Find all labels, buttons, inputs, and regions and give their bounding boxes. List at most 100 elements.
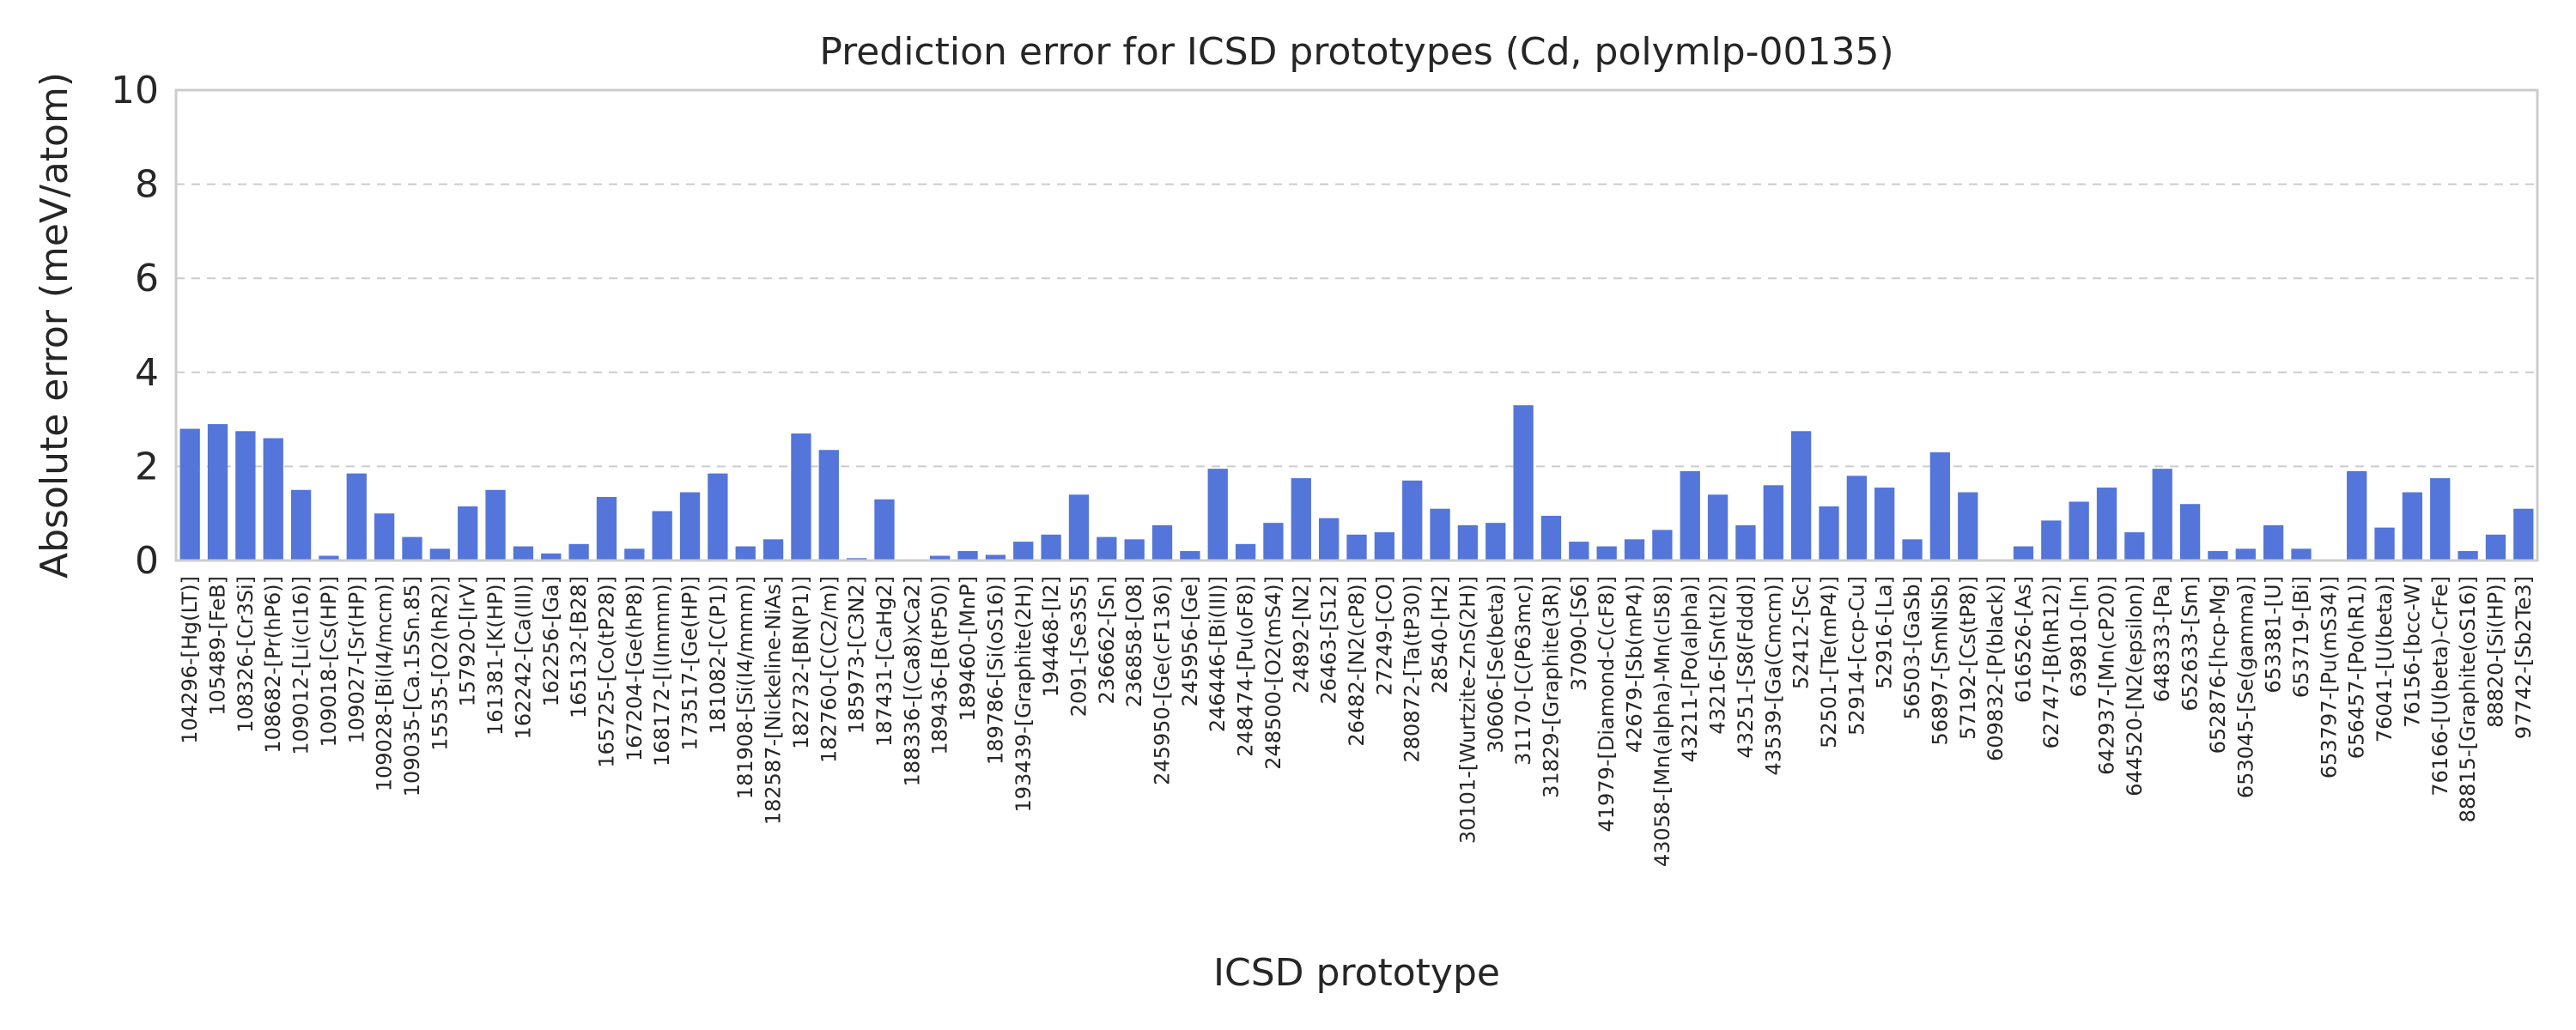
bar xyxy=(2208,551,2228,560)
x-tick-label: 616526-[As] xyxy=(2011,576,2035,703)
bar xyxy=(1124,539,1145,560)
x-tick-label: 162256-[Ga] xyxy=(539,576,563,706)
x-tick-label: 105489-[FeB] xyxy=(206,576,230,716)
bar xyxy=(458,506,478,560)
x-tick-label: 653381-[U] xyxy=(2262,576,2286,694)
y-tick-label: 4 xyxy=(135,351,159,395)
bar xyxy=(2374,527,2395,560)
bar xyxy=(1180,551,1200,560)
bar xyxy=(1846,476,1867,560)
bar xyxy=(1068,494,1090,560)
x-tick-label: 245950-[Ge(cF136)] xyxy=(1151,576,1175,785)
x-tick-label: 43216-[Sn(tI2)] xyxy=(1706,576,1730,735)
bar xyxy=(1041,534,1061,560)
bar xyxy=(874,499,895,560)
x-tick-label: 43211-[Po(alpha)] xyxy=(1678,576,1702,762)
x-tick-label: 157920-[IrV] xyxy=(456,576,480,706)
x-tick-label: 653797-[Pu(mS34)] xyxy=(2317,576,2341,779)
y-tick-label: 2 xyxy=(135,445,159,488)
bar xyxy=(1319,518,1340,560)
bar xyxy=(1374,532,1394,560)
x-tick-label: 236662-[Sn] xyxy=(1095,576,1119,704)
bar xyxy=(708,473,728,560)
bar xyxy=(2430,478,2451,560)
bar xyxy=(374,513,395,560)
bar xyxy=(596,497,617,560)
x-tick-label: 185973-[C3N2] xyxy=(845,576,869,734)
plot-frame xyxy=(174,88,2539,562)
x-tick-label: 181908-[Si(I4/mmm)] xyxy=(733,576,757,799)
bar xyxy=(2179,504,2201,560)
bar xyxy=(2402,492,2423,560)
bar xyxy=(1680,470,1700,560)
x-tick-label: 88820-[Si(HP)] xyxy=(2483,576,2507,728)
bar xyxy=(2513,508,2534,560)
x-tick-label: 167204-[Ge(hP8)] xyxy=(623,576,647,761)
x-tick-label: 31170-[C(P63mc)] xyxy=(1511,576,1535,766)
x-tick-label: 652633-[Sm] xyxy=(2178,576,2202,712)
bar xyxy=(2013,546,2034,560)
bar xyxy=(207,424,228,560)
chart-title: Prediction error for ICSD prototypes (Cd… xyxy=(819,30,1893,74)
x-tick-labels: 104296-[Hg(LT)] 105489-[FeB] 108326-[Cr3Si… xyxy=(178,576,2536,867)
bar xyxy=(652,511,672,560)
x-tick-label: 188336-[(Ca8)xCa2] xyxy=(900,576,924,786)
x-tick-label: 109028-[Bi(I4/mcm)] xyxy=(373,576,397,791)
x-tick-label: 182587-[Nickeline-NiAs] xyxy=(762,576,786,825)
y-tick-label: 6 xyxy=(135,257,159,300)
bar xyxy=(1652,530,1673,560)
x-tick-label: 248500-[O2(mS4)] xyxy=(1261,576,1285,770)
x-tick-label: 639810-[In] xyxy=(2067,576,2091,697)
x-tick-label: 187431-[CaHg2] xyxy=(872,576,896,747)
x-tick-label: 28540-[H2] xyxy=(1428,576,1452,694)
bar xyxy=(1540,515,1562,560)
x-tick-label: 26482-[N2(cP8)] xyxy=(1345,576,1369,747)
bar xyxy=(541,553,562,560)
x-tick-label: 30606-[Se(beta)] xyxy=(1484,576,1508,754)
x-tick-label: 42679-[Sb(mP4)] xyxy=(1623,576,1647,753)
x-tick-label: 109012-[Li(cI16)] xyxy=(289,576,313,755)
bar xyxy=(1707,494,1728,560)
x-tick-label: 280872-[Ta(tP30)] xyxy=(1400,576,1425,763)
x-tick-label: 108326-[Cr3Si] xyxy=(234,576,258,733)
x-tick-label: 168172-[I(Immm)] xyxy=(650,576,674,766)
bar xyxy=(1457,524,1479,560)
x-tick-label: 189436-[B(tP50)] xyxy=(928,576,952,755)
bar xyxy=(429,548,450,560)
x-tick-label: 653045-[Se(gamma)] xyxy=(2233,576,2257,798)
x-tick-label: 653719-[Bi] xyxy=(2289,576,2313,698)
x-tick-label: 97742-[Sb2Te3] xyxy=(2512,576,2536,739)
x-tick-label: 644520-[N2(epsilon)] xyxy=(2123,576,2147,797)
bar xyxy=(263,438,283,560)
x-tick-label: 31829-[Graphite(3R)] xyxy=(1539,576,1563,798)
y-axis-label: Absolute error (meV/atom) xyxy=(33,72,76,579)
x-tick-label: 76041-[U(beta)] xyxy=(2372,576,2397,742)
x-tick-label: 194468-[I2] xyxy=(1039,576,1063,697)
x-tick-label: 62747-[B(hR12)] xyxy=(2039,576,2063,748)
grid-lines xyxy=(176,183,2537,468)
x-tick-label: 43539-[Ga(Cmcm)] xyxy=(1761,576,1785,775)
x-tick-label: 52501-[Te(mP4)] xyxy=(1817,576,1841,748)
bar xyxy=(1513,405,1534,560)
bar xyxy=(1013,542,1034,560)
x-tick-label: 182760-[C(C2/m)] xyxy=(817,576,841,763)
x-tick-label: 52412-[Sc] xyxy=(1789,576,1814,689)
bars xyxy=(179,405,2534,560)
x-tick-label: 30101-[Wurtzite-ZnS(2H)] xyxy=(1455,576,1479,844)
bar xyxy=(1291,478,1311,560)
x-tick-label: 181082-[C(P1)] xyxy=(706,576,730,734)
bar xyxy=(1791,431,1812,560)
bar xyxy=(2235,548,2256,560)
bar xyxy=(1902,539,1923,560)
bar xyxy=(1235,543,1256,560)
y-tick-label: 0 xyxy=(135,539,159,583)
bar xyxy=(735,546,756,560)
bar xyxy=(2291,548,2312,560)
bar xyxy=(2069,501,2089,560)
bar xyxy=(2041,520,2062,560)
bar xyxy=(818,450,839,560)
bar xyxy=(1402,480,1423,560)
bar xyxy=(402,536,422,560)
x-tick-label: 246446-[Bi(III)] xyxy=(1206,576,1230,732)
